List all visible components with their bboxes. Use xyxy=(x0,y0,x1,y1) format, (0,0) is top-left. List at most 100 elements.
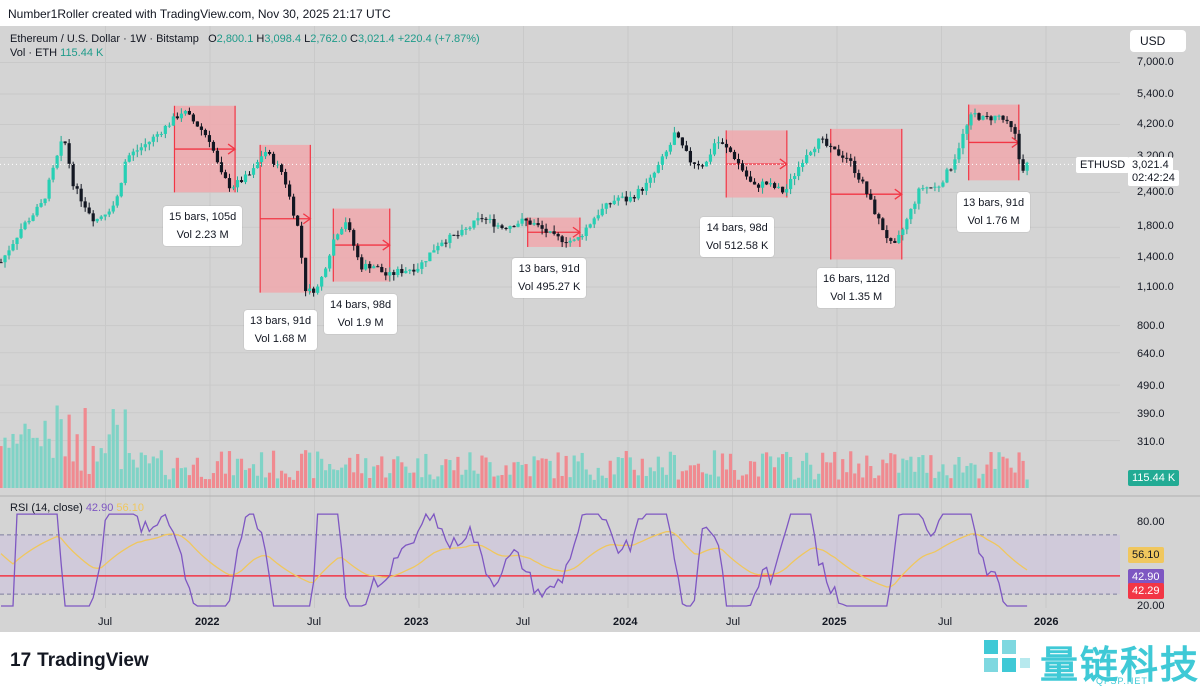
candle-body xyxy=(123,161,127,183)
candle-body xyxy=(720,142,725,144)
volume-bar xyxy=(247,468,252,488)
volume-value: 115.44 K xyxy=(60,47,104,59)
candle-body xyxy=(608,203,612,205)
volume-bar xyxy=(624,450,628,488)
volume-bar xyxy=(328,464,332,488)
volume-bar xyxy=(127,453,131,488)
volume-bar xyxy=(67,414,71,488)
candle-body xyxy=(231,187,236,189)
candle-body xyxy=(869,193,873,200)
volume-bar xyxy=(368,477,372,488)
watermark-subtext: QFSP.NET xyxy=(1096,676,1148,686)
volume-bar xyxy=(59,419,63,488)
volume-bar xyxy=(191,464,195,488)
candle-body xyxy=(981,115,985,120)
candle-body xyxy=(400,268,404,274)
x-tick-label: Jul xyxy=(98,616,113,628)
volume-bar xyxy=(143,455,147,488)
candle-body xyxy=(412,269,416,272)
volume-bar xyxy=(123,409,127,488)
candle-body xyxy=(548,231,552,233)
candle-body xyxy=(648,177,652,183)
volume-bar xyxy=(171,468,175,488)
volume-bar xyxy=(292,479,296,488)
volume-bar xyxy=(616,457,620,488)
candle-body xyxy=(464,228,468,230)
volume-bar xyxy=(977,478,981,488)
volume-bar xyxy=(997,452,1001,488)
volume-bar xyxy=(660,467,664,488)
candle-body xyxy=(740,163,745,171)
chart-area[interactable]: Ethereum / U.S. Dollar · 1W · Bitstamp O… xyxy=(0,26,1200,632)
open-value: 2,800.1 xyxy=(216,33,254,45)
volume-bar xyxy=(612,474,616,488)
candle-body xyxy=(316,286,320,293)
volume-bar xyxy=(380,456,384,488)
candle-body xyxy=(275,164,280,166)
candle-body xyxy=(111,205,115,212)
candle-body xyxy=(296,215,300,226)
volume-bar xyxy=(183,467,187,488)
candle-body xyxy=(841,155,845,158)
volume-bar xyxy=(468,452,472,488)
volume-bar xyxy=(845,472,849,488)
volume-bar xyxy=(736,479,741,488)
volume-bar xyxy=(973,464,977,488)
volume-bar xyxy=(744,474,749,488)
volume-bar xyxy=(71,461,75,488)
candle-body xyxy=(243,174,248,183)
volume-bar xyxy=(584,469,588,488)
annotation-bars: 16 bars, 112d xyxy=(823,273,890,285)
volume-bar xyxy=(488,462,492,488)
candle-body xyxy=(644,182,648,191)
volume-bar xyxy=(3,437,7,488)
volume-bar xyxy=(420,477,424,488)
volume-bar xyxy=(837,479,841,488)
volume-bar xyxy=(187,475,191,488)
volume-bar xyxy=(941,464,945,488)
countdown-tag: 02:42:24 xyxy=(1128,170,1179,186)
volume-bar xyxy=(957,457,961,488)
y-tick-label: 390.0 xyxy=(1137,408,1165,420)
tradingview-logo[interactable]: 17 TradingView xyxy=(10,650,149,672)
volume-bar xyxy=(841,459,845,488)
x-tick-label: Jul xyxy=(726,616,741,628)
annotation-bars: 13 bars, 91d xyxy=(963,197,1025,209)
drawdown-annotation: 16 bars, 112d Vol 1.35 M xyxy=(817,268,896,308)
candle-body xyxy=(668,144,672,152)
volume-bar xyxy=(388,473,392,488)
candle-body xyxy=(672,132,676,145)
rsi-line xyxy=(1,512,1028,607)
currency-button[interactable]: USD xyxy=(1130,30,1186,52)
candle-body xyxy=(756,184,761,188)
volume-bar xyxy=(376,465,380,488)
candle-body xyxy=(580,236,584,238)
candle-body xyxy=(219,162,224,173)
header: Number1Roller created with TradingView.c… xyxy=(0,0,1200,26)
volume-bar xyxy=(785,451,789,488)
volume-bar xyxy=(961,472,965,488)
volume-bar xyxy=(1001,456,1005,488)
candle-body xyxy=(103,214,107,217)
candle-body xyxy=(380,267,384,273)
annotation-vol: Vol 1.9 M xyxy=(337,317,384,329)
candle-body xyxy=(833,146,837,150)
chart-canvas[interactable] xyxy=(0,26,1200,632)
volume-bar xyxy=(885,463,889,488)
candle-body xyxy=(905,219,909,230)
candle-body xyxy=(488,218,492,220)
volume-bar xyxy=(965,465,969,488)
candle-body xyxy=(239,180,244,183)
candle-body xyxy=(183,110,187,114)
candle-body xyxy=(364,263,368,270)
candle-body xyxy=(0,262,3,264)
volume-bar xyxy=(869,466,873,488)
volume-bar xyxy=(107,434,111,488)
candle-body xyxy=(328,255,332,269)
volume-bar xyxy=(608,460,612,488)
candle-body xyxy=(552,231,556,234)
volume-bar xyxy=(360,473,364,488)
volume-bar xyxy=(372,466,376,488)
candle-body xyxy=(344,222,348,229)
volume-bar xyxy=(688,465,693,488)
